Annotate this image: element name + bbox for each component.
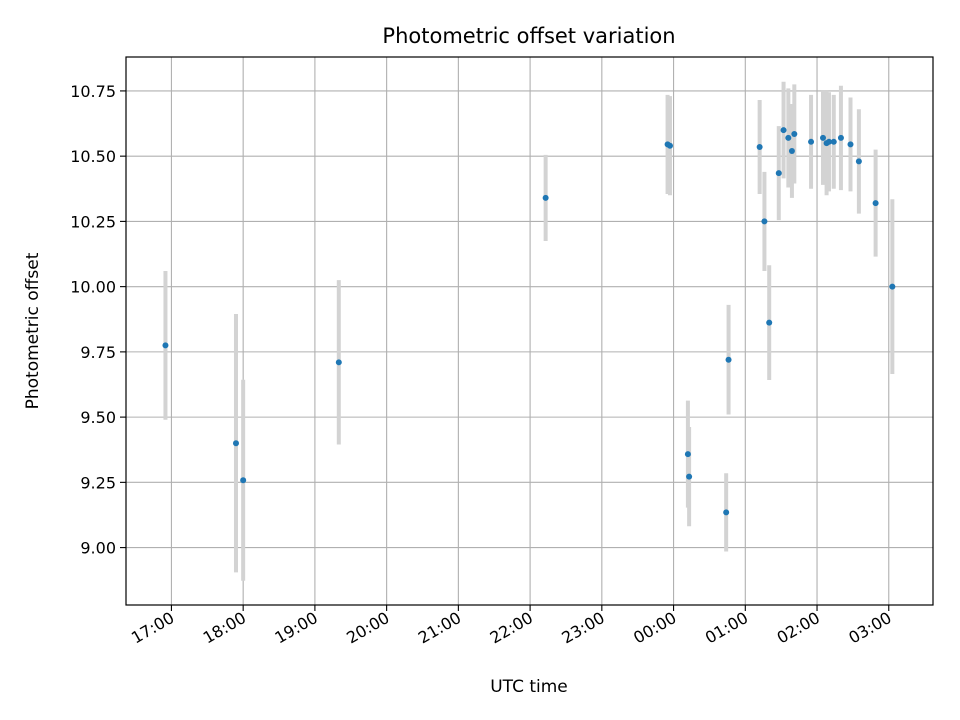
data-point [820,134,827,141]
y-tick-label: 10.50 [70,147,116,166]
data-point [686,473,693,480]
data-point [232,440,239,447]
data-point [723,509,730,516]
x-axis-label: UTC time [490,677,568,697]
data-point [756,144,763,151]
data-point [808,138,815,145]
data-point [791,130,798,137]
data-point [684,451,691,458]
y-axis-label: Photometric offset [23,252,43,409]
data-point [785,134,792,141]
data-point [725,356,732,363]
plot-frame [125,56,934,606]
data-point [788,147,795,154]
data-point [240,477,247,484]
data-points [162,127,896,516]
grid [126,57,933,605]
y-tick-label: 9.75 [80,343,116,362]
data-point [830,138,837,145]
data-point [855,158,862,165]
y-tick-label: 10.25 [70,212,116,231]
data-point [872,200,879,207]
chart-title: Photometric offset variation [382,24,675,48]
data-point [837,134,844,141]
data-point [775,170,782,177]
data-point [761,218,768,225]
data-point [889,283,896,290]
y-tick-label: 10.00 [70,278,116,297]
data-point [542,194,549,201]
data-point [780,127,787,134]
data-point [825,138,832,145]
data-point [162,342,169,349]
y-tick-label: 9.25 [80,473,116,492]
y-tick-label: 10.75 [70,82,116,101]
data-point [666,142,673,149]
data-point [847,141,854,148]
data-point [766,319,773,326]
y-tick-label: 9.50 [80,408,116,427]
data-point [335,359,342,366]
y-tick-label: 9.00 [80,539,116,558]
